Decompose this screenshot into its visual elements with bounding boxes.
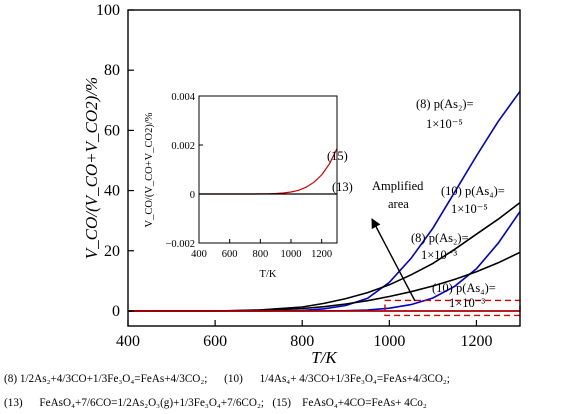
inset-x-tick-label: 800	[252, 249, 268, 260]
inset-frame	[198, 95, 338, 244]
inset-x-tick-label: 1200	[311, 249, 332, 260]
caption-line-1: (8) 1/2As₂+4/3CO+1/3Fe₃O₄=FeAs+4/3CO₂; (…	[4, 373, 450, 385]
main-series-group	[128, 90, 520, 312]
main-ticks: 400 600 800 1000 1200 0 20 40 60 80 100	[96, 2, 492, 350]
main-frame	[127, 9, 521, 327]
main-y-axis-title: V_CO/(V_CO+V_CO2)/%	[82, 77, 101, 259]
inset-y-tick-label: 0.002	[171, 141, 195, 152]
inset-series-label-15: (15)	[327, 149, 348, 163]
main-y-tick-label: 0	[112, 303, 120, 320]
curve-label-8-as2-high-line1: (8) p(As₂)=	[411, 231, 469, 245]
main-y-tick-label: 80	[104, 62, 120, 79]
inset-x-tick-label: 1000	[281, 249, 302, 260]
curve-label-10-as4-low-line2: 1×10⁻⁵	[451, 202, 488, 216]
main-y-tick-label: 60	[104, 122, 120, 139]
inset-plot: 400 600 800 1000 1200 −0.002 0 0.002 0.004 T/K V…	[144, 92, 353, 280]
inset-y-tick-label: 0	[190, 190, 195, 201]
inset-x-axis-title: T/K	[260, 269, 277, 280]
main-y-tick-label: 40	[104, 183, 120, 200]
inset-y-axis-title: V_CO/(V_CO+V_CO2)/%	[144, 112, 155, 227]
inset-series-label-13: (13)	[332, 180, 353, 194]
main-plot: 400 600 800 1000 1200 0 20 40 60 80 100 T/K V_CO/(…	[82, 2, 521, 367]
caption-line-2: (13) FeAsO₄+7/6CO=1/2As₂O₃(g)+1/3Fe₃O₄+7…	[4, 397, 427, 409]
curve-label-8-as2-low-line1: (8) p(As₂)=	[416, 97, 474, 111]
curve-label-8-as2-low-line2: 1×10⁻⁵	[426, 117, 463, 131]
inset-ticks: 400 600 800 1000 1200 −0.002 0 0.002 0.004	[165, 92, 332, 260]
amplified-label-line1: Amplified	[372, 179, 424, 193]
main-y-tick-label: 20	[104, 243, 120, 260]
inset-background	[199, 96, 337, 243]
main-x-tick-label: 400	[116, 333, 140, 350]
main-x-tick-label: 800	[290, 333, 314, 350]
main-x-tick-label: 1200	[460, 333, 492, 350]
inset-x-tick-label: 600	[222, 249, 238, 260]
curve-label-8-as2-high-line2: 1×10⁻³	[421, 248, 457, 262]
amplified-arrow	[371, 218, 416, 302]
main-x-axis-title: T/K	[311, 348, 338, 367]
inset-x-tick-label: 400	[191, 249, 207, 260]
curve-label-10-as4-low-line1: (10) p(As₄)=	[441, 184, 505, 198]
inset-y-tick-label: −0.002	[165, 239, 195, 250]
curve-label-10-as4-high-line2: 1×10⁻³	[449, 296, 485, 310]
main-x-tick-label: 600	[203, 333, 227, 350]
main-series-s8b	[128, 251, 520, 312]
inset-series-group	[199, 148, 337, 195]
main-x-tick-label: 1000	[373, 333, 405, 350]
curve-label-10-as4-high-line1: (10) p(As₄)=	[432, 281, 496, 295]
inset-y-tick-label: 0.004	[171, 92, 195, 103]
main-y-tick-label: 100	[96, 2, 120, 19]
amplified-label-line2: area	[388, 197, 409, 211]
